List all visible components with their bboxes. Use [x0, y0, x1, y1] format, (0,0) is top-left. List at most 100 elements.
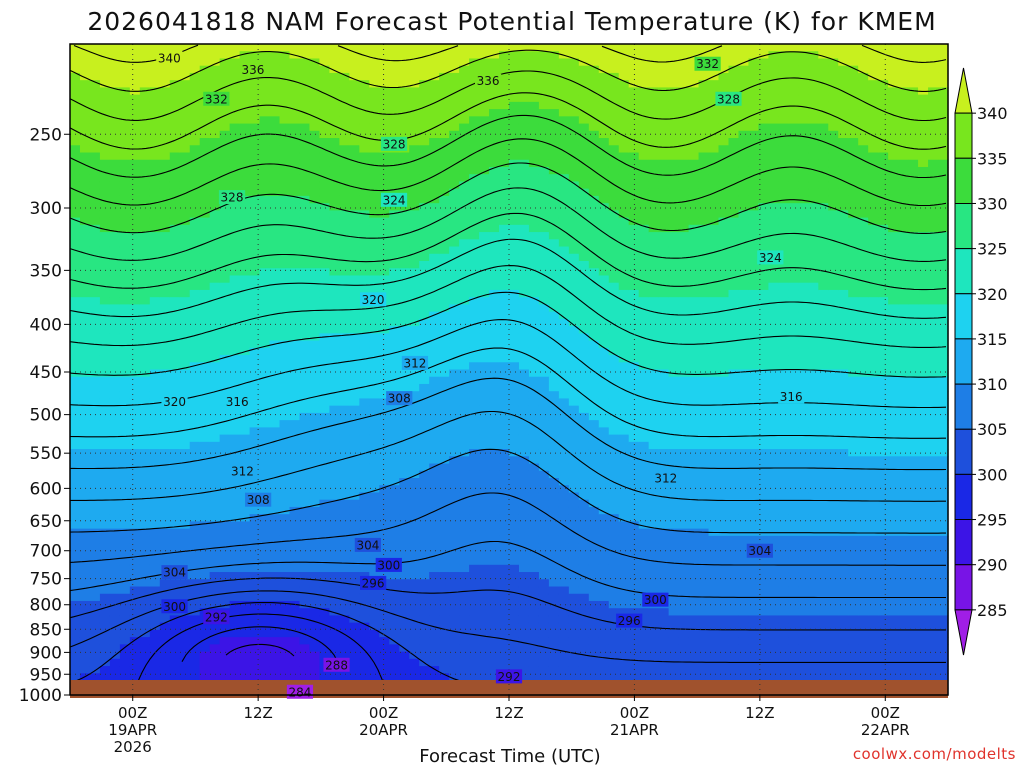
field-cell	[70, 557, 81, 566]
field-cell	[139, 145, 151, 154]
field-cell	[548, 593, 560, 602]
field-cell	[269, 499, 281, 508]
field-cell	[558, 355, 570, 363]
field-cell	[548, 109, 560, 117]
field-cell	[459, 138, 470, 146]
field-cell	[189, 412, 201, 421]
field-cell	[359, 101, 370, 110]
field-cell	[588, 268, 600, 277]
field-cell	[399, 608, 410, 617]
field-cell	[269, 564, 281, 573]
field-cell	[279, 405, 291, 414]
field-cell	[279, 65, 291, 74]
field-cell	[369, 123, 380, 132]
field-cell	[129, 528, 141, 537]
field-cell	[89, 224, 101, 233]
field-cell	[489, 622, 500, 631]
field-cell	[608, 651, 620, 660]
field-cell	[499, 65, 510, 74]
field-cell	[409, 159, 420, 168]
field-cell	[449, 383, 460, 392]
field-cell	[509, 297, 520, 305]
field-cell	[399, 637, 410, 645]
field-cell	[169, 463, 181, 472]
field-cell	[439, 564, 450, 573]
field-cell	[109, 275, 121, 284]
field-cell	[219, 557, 231, 566]
field-cell	[209, 246, 221, 255]
field-cell	[608, 188, 620, 197]
field-cell	[309, 253, 321, 262]
field-cell	[479, 217, 490, 226]
field-cell	[339, 376, 350, 385]
field-cell	[79, 608, 91, 617]
field-cell	[409, 152, 420, 161]
field-cell	[439, 72, 450, 81]
field-cell	[489, 239, 500, 248]
field-cell	[578, 456, 590, 465]
field-cell	[169, 261, 181, 269]
field-cell	[359, 340, 370, 349]
field-cell	[139, 289, 151, 298]
field-cell	[259, 485, 271, 494]
field-cell	[119, 311, 131, 320]
field-cell	[489, 376, 500, 385]
field-cell	[469, 593, 480, 602]
field-cell	[239, 166, 251, 175]
field-cell	[139, 478, 151, 486]
field-cell	[429, 188, 440, 197]
field-cell	[249, 232, 261, 240]
field-cell	[299, 376, 311, 385]
field-cell	[149, 261, 161, 269]
field-cell	[139, 275, 151, 284]
field-cell	[219, 210, 231, 219]
field-cell	[279, 528, 291, 537]
field-cell	[588, 383, 600, 392]
field-cell	[489, 181, 500, 190]
field-cell	[568, 282, 580, 291]
field-cell	[109, 355, 121, 363]
field-cell	[538, 405, 550, 414]
field-cell	[489, 434, 500, 443]
field-cell	[259, 535, 271, 544]
field-cell	[449, 239, 460, 248]
field-cell	[89, 326, 101, 334]
field-cell	[538, 644, 550, 653]
field-cell	[339, 297, 350, 305]
field-cell	[429, 174, 440, 183]
field-cell	[509, 391, 520, 400]
field-cell	[329, 535, 340, 544]
field-cell	[219, 470, 231, 479]
field-cell	[538, 239, 550, 248]
field-cell	[588, 224, 600, 233]
field-cell	[598, 65, 610, 74]
field-cell	[449, 355, 460, 363]
field-cell	[329, 246, 340, 255]
field-cell	[558, 376, 570, 385]
field-cell	[189, 550, 201, 559]
field-cell	[399, 123, 410, 132]
field-cell	[269, 362, 281, 371]
field-cell	[509, 478, 520, 486]
field-cell	[159, 593, 171, 602]
field-cell	[528, 340, 540, 349]
field-cell	[119, 275, 131, 284]
field-cell	[399, 340, 410, 349]
field-cell	[528, 499, 540, 508]
field-cell	[239, 572, 251, 580]
field-cell	[79, 109, 91, 117]
field-cell	[299, 94, 311, 103]
field-cell	[329, 210, 340, 219]
field-cell	[259, 166, 271, 175]
field-cell	[189, 109, 201, 117]
field-cell	[588, 521, 600, 530]
field-cell	[309, 550, 321, 559]
field-cell	[578, 347, 590, 356]
field-cell	[538, 297, 550, 305]
field-cell	[588, 246, 600, 255]
field-cell	[429, 376, 440, 385]
field-cell	[309, 203, 321, 211]
field-cell	[339, 557, 350, 566]
field-cell	[588, 492, 600, 501]
field-cell	[349, 579, 360, 588]
